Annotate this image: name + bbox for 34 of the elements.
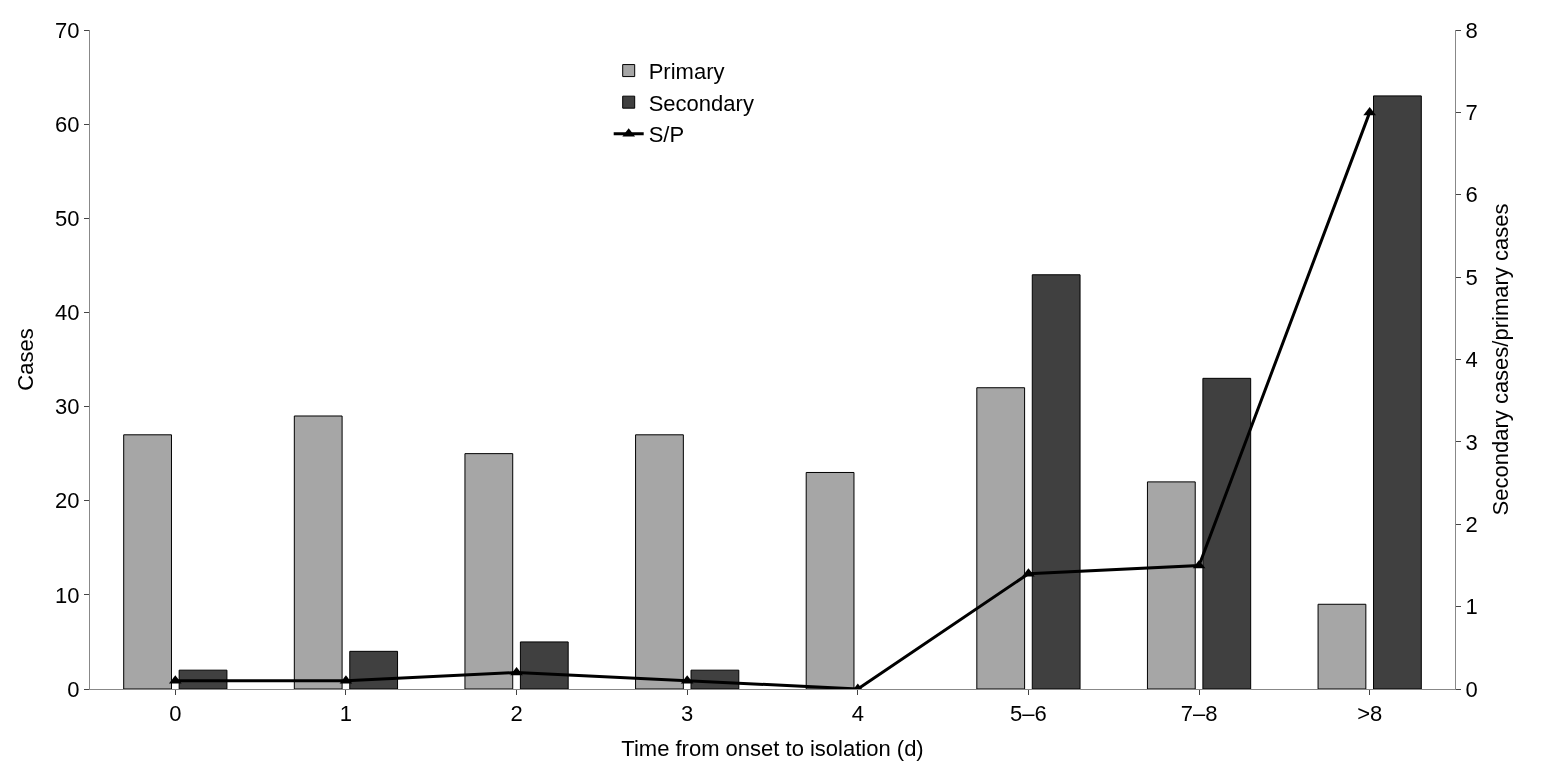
x-axis-title: Time from onset to isolation (d) bbox=[621, 736, 924, 762]
y-tick-label: 10 bbox=[55, 582, 80, 608]
point bbox=[1192, 559, 1206, 569]
y2-tick-label: 4 bbox=[1465, 347, 1478, 373]
bar bbox=[1317, 603, 1367, 689]
y2-axis-title: Secondary cases/primary cases bbox=[1487, 203, 1513, 516]
y2-tick-label: 2 bbox=[1465, 511, 1478, 537]
x-tick-label: 2 bbox=[510, 701, 523, 727]
y-tick-label: 30 bbox=[55, 394, 80, 420]
y2-tick-label: 7 bbox=[1465, 100, 1478, 126]
y-tick-label: 60 bbox=[55, 111, 80, 137]
point bbox=[1363, 106, 1377, 116]
y-tick-label: 50 bbox=[55, 205, 80, 231]
x-tick-label: 1 bbox=[339, 701, 353, 727]
y-tick-label: 20 bbox=[55, 488, 80, 514]
x-tick-label: 4 bbox=[851, 701, 864, 727]
legend-label: S/P bbox=[648, 122, 685, 148]
y2-tick-label: 0 bbox=[1465, 676, 1478, 702]
y2-tick-label: 1 bbox=[1465, 594, 1478, 620]
x-tick-label: 5–6 bbox=[1010, 701, 1047, 727]
x-tick-label: 3 bbox=[681, 701, 694, 727]
y2-tick-label: 8 bbox=[1465, 17, 1478, 43]
x-tick-label: 0 bbox=[169, 701, 182, 727]
legend-label: Primary bbox=[648, 59, 725, 85]
y-tick-label: 0 bbox=[67, 676, 80, 702]
y2-tick-label: 3 bbox=[1465, 429, 1478, 455]
y2-tick-label: 5 bbox=[1465, 264, 1478, 290]
x-tick-label: >8 bbox=[1357, 701, 1383, 727]
y-axis-title: Cases bbox=[12, 328, 38, 391]
x-tick-label: 7–8 bbox=[1180, 701, 1218, 727]
legend-label: Secondary bbox=[648, 90, 754, 116]
y2-tick-label: 6 bbox=[1465, 182, 1478, 208]
y-tick-label: 40 bbox=[55, 300, 80, 326]
y-tick-label: 70 bbox=[55, 17, 80, 43]
